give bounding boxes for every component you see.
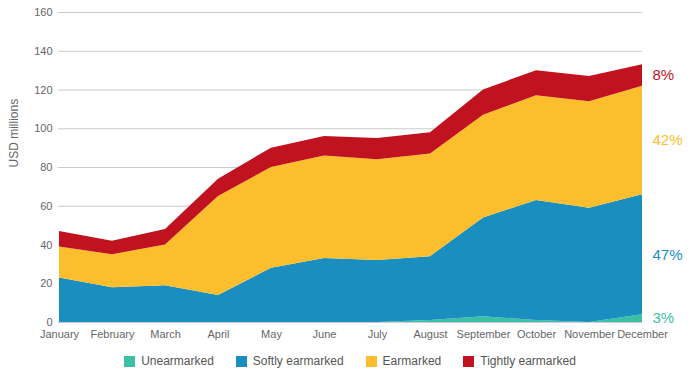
svg-text:July: July	[368, 328, 388, 340]
svg-text:0: 0	[46, 316, 52, 328]
svg-text:47%: 47%	[653, 245, 683, 262]
svg-text:September: September	[457, 328, 511, 340]
svg-text:160: 160	[34, 6, 52, 18]
svg-text:42%: 42%	[653, 131, 683, 148]
svg-text:8%: 8%	[653, 66, 675, 83]
svg-text:120: 120	[34, 84, 52, 96]
svg-text:3%: 3%	[653, 309, 675, 326]
svg-text:100: 100	[34, 122, 52, 134]
svg-text:November: November	[564, 328, 615, 340]
svg-text:February: February	[90, 328, 135, 340]
svg-text:60: 60	[40, 200, 52, 212]
svg-text:June: June	[313, 328, 337, 340]
svg-text:140: 140	[34, 45, 52, 57]
svg-text:USD millions: USD millions	[7, 99, 21, 168]
svg-text:December: December	[617, 328, 668, 340]
svg-text:May: May	[261, 328, 282, 340]
html-text:Earmarked: Earmarked	[382, 354, 442, 368]
html-text:Tightly earmarked: Tightly earmarked	[480, 354, 576, 368]
svg-text:January: January	[40, 328, 80, 340]
svg-text:October: October	[517, 328, 556, 340]
svg-text:20: 20	[40, 277, 52, 289]
svg-text:March: March	[150, 328, 181, 340]
html-text:Softly earmarked: Softly earmarked	[252, 354, 344, 368]
svg-text:April: April	[207, 328, 229, 340]
html-text:Unearmarked: Unearmarked	[141, 354, 214, 368]
svg-text:August: August	[413, 328, 447, 340]
svg-text:80: 80	[40, 161, 52, 173]
svg-text:40: 40	[40, 239, 52, 251]
